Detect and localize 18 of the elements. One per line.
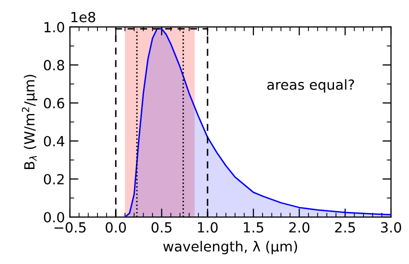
x-tick-label: 2.0 bbox=[289, 222, 310, 233]
annotation: areas equal? bbox=[267, 79, 354, 93]
y-tick-label: 0.8 bbox=[44, 60, 64, 70]
x-tick-label: 1.0 bbox=[198, 222, 218, 233]
y-tick-label: 1.0 bbox=[44, 22, 64, 32]
y-tick-label: 0.6 bbox=[44, 98, 64, 108]
x-tick-label: 0.5 bbox=[152, 222, 172, 233]
x-tick-label: 1.5 bbox=[244, 222, 264, 233]
x-tick-label: 0.0 bbox=[106, 222, 126, 233]
x-tick-label: 2.5 bbox=[335, 222, 355, 233]
text: 1e8 bbox=[71, 12, 96, 22]
y-tick-label: 0.2 bbox=[44, 174, 64, 184]
y-axis-title: B$_{λ}$ (W/m$^{2}$/μm) bbox=[22, 74, 38, 170]
x-tick-label: 3.0 bbox=[381, 222, 402, 233]
x-axis-title: wavelength, λ (μm) bbox=[163, 240, 298, 254]
y-tick-label: 0.0 bbox=[44, 212, 64, 222]
y-tick-label: 0.4 bbox=[44, 136, 64, 146]
x-tick-label: −0.5 bbox=[54, 222, 86, 233]
